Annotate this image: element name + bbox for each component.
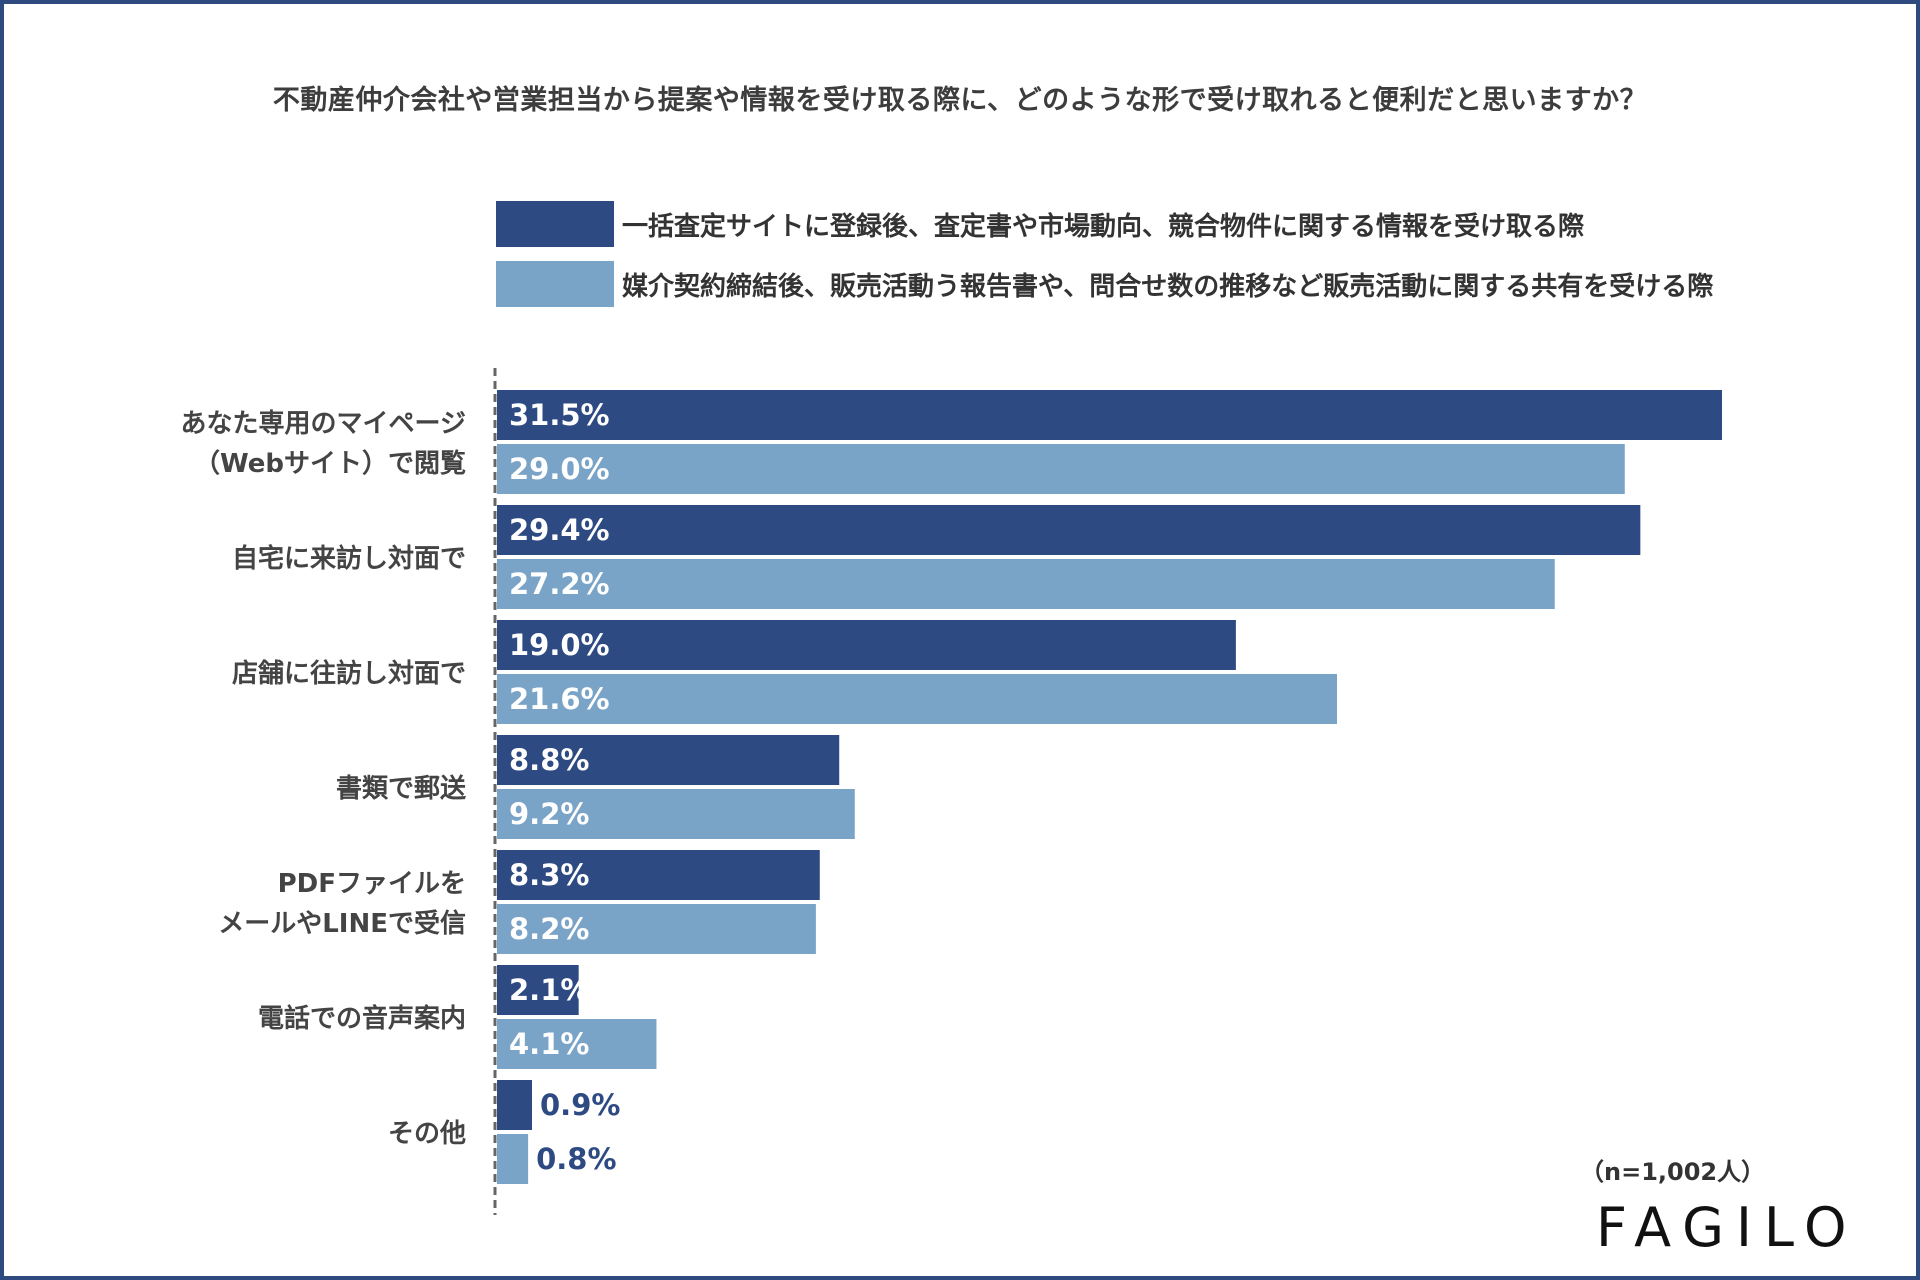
- legend-item-series-2: 媒介契約締結後、販売活動う報告書や、問合せ数の推移など販売活動に関する共有を受け…: [496, 260, 1713, 308]
- category-label-5-line-2: メールやLINEで受信: [218, 908, 466, 939]
- category-label-4-line-1: 書類で郵送: [336, 774, 466, 804]
- bar-series-1-cat-6: [497, 965, 579, 1015]
- bar-series-2-cat-4: [497, 789, 855, 839]
- bar-series-1-cat-7: [497, 1080, 532, 1130]
- bar-series-2-cat-1: [497, 444, 1625, 494]
- value-label-series-1-cat-2: 29.4%: [509, 513, 610, 547]
- value-label-series-1-cat-3: 19.0%: [509, 628, 610, 662]
- value-label-series-2-cat-6: 4.1%: [509, 1027, 589, 1061]
- logo-text: FAGILO: [1596, 1196, 1859, 1252]
- category-label-2-line-1: 自宅に来訪し対面で: [232, 543, 466, 574]
- value-label-series-2-cat-3: 21.6%: [509, 682, 610, 716]
- legend-label-series-1: 一括査定サイトに登録後、査定書や市場動向、競合物件に関する情報を受け取る際: [622, 211, 1585, 242]
- bar-series-1-cat-2: [497, 505, 1641, 555]
- sample-size-note: （n=1,002人）: [1580, 1158, 1766, 1186]
- category-label-3-line-1: 店舗に往訪し対面で: [232, 658, 466, 689]
- value-label-series-2-cat-4: 9.2%: [509, 797, 589, 831]
- bar-series-2-cat-6: [497, 1019, 657, 1069]
- bar-series-2-cat-7: [497, 1134, 529, 1184]
- value-label-series-1-cat-1: 31.5%: [509, 398, 610, 432]
- bar-series-1-cat-3: [497, 620, 1236, 670]
- bar-series-1-cat-5: [497, 850, 820, 900]
- bar-series-2-cat-2: [497, 559, 1555, 609]
- legend-label-series-2: 媒介契約締結後、販売活動う報告書や、問合せ数の推移など販売活動に関する共有を受け…: [622, 271, 1714, 302]
- bar-series-1-cat-4: [497, 735, 840, 785]
- bar-series-2-cat-3: [497, 674, 1337, 724]
- fagilo-logo: FAGILO: [1596, 1196, 1859, 1252]
- value-label-series-1-cat-4: 8.8%: [509, 743, 589, 777]
- legend-swatch-series-2: [496, 261, 614, 307]
- value-label-series-1-cat-6: 2.1%: [509, 973, 589, 1007]
- category-label-1-line-1: あなた専用のマイページ: [181, 409, 466, 439]
- category-label-6-line-1: 電話での音声案内: [258, 1003, 466, 1034]
- legend-item-series-1: 一括査定サイトに登録後、査定書や市場動向、競合物件に関する情報を受け取る際: [496, 200, 1584, 248]
- bar-series-2-cat-5: [497, 904, 816, 954]
- value-label-series-2-cat-1: 29.0%: [509, 452, 610, 486]
- legend-swatch-series-1: [496, 201, 614, 247]
- category-label-5-line-1: PDFファイルを: [278, 869, 466, 899]
- value-label-series-2-cat-2: 27.2%: [509, 567, 610, 601]
- category-label-7-line-1: その他: [388, 1119, 466, 1149]
- value-label-series-1-cat-5: 8.3%: [509, 858, 589, 892]
- chart-title: 不動産仲介会社や営業担当から提案や情報を受け取る際に、どのような形で受け取れると…: [272, 85, 1648, 116]
- value-label-series-2-cat-7: 0.8%: [536, 1142, 616, 1176]
- value-label-series-1-cat-7: 0.9%: [540, 1088, 620, 1122]
- category-label-1-line-2: （Webサイト）で閲覧: [194, 449, 466, 479]
- bar-series-1-cat-1: [497, 390, 1722, 440]
- value-label-series-2-cat-5: 8.2%: [509, 912, 589, 946]
